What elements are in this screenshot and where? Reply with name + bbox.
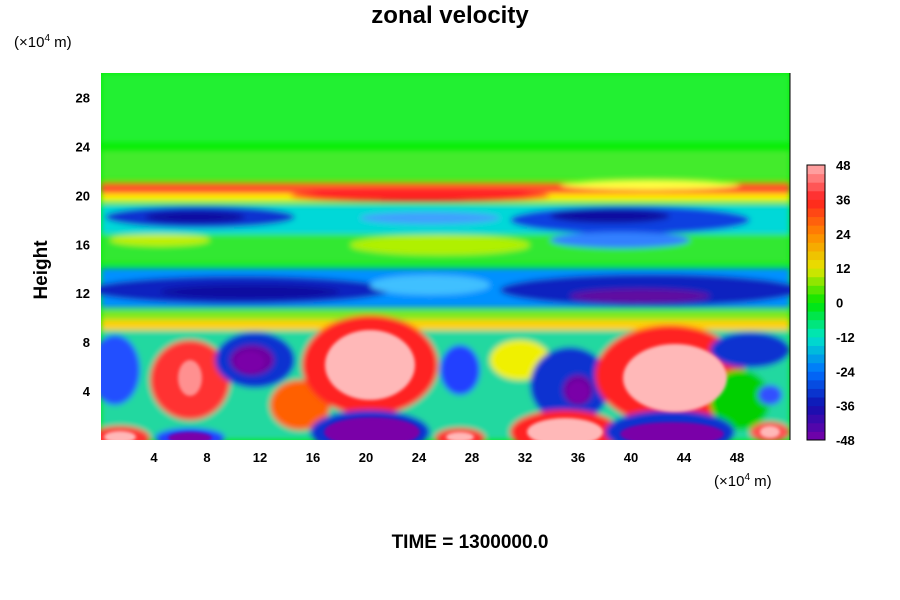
colorbar-bin [807,190,825,200]
colorbar-bin [807,173,825,183]
x-tick-label: 36 [571,450,585,465]
y-tick-label: 4 [83,384,91,399]
colorbar-bin [807,345,825,355]
x-tick-label: 12 [253,450,267,465]
colorbar-bin [807,379,825,389]
colorbar-bin [807,336,825,346]
x-ticks: 4 8 12 16 20 24 28 32 36 40 44 48 [150,450,744,465]
colorbar-bin [807,311,825,321]
x-unit-label: (×104 m) [714,472,772,490]
colorbar-bin [807,242,825,252]
colorbar-bin [807,354,825,364]
x-tick-label: 28 [465,450,479,465]
colorbar-bin [807,216,825,226]
colorbar-bin [807,371,825,381]
y-tick-label: 12 [76,286,90,301]
x-tick-label: 8 [203,450,210,465]
y-tick-label: 8 [83,335,90,350]
x-tick-label: 40 [624,450,638,465]
colorbar-bin [807,268,825,278]
colorbar-bin [807,319,825,329]
time-label: TIME = 1300000.0 [391,532,549,553]
colorbar-bin [807,285,825,295]
colorbar-bin [807,302,825,312]
x-tick-label: 44 [677,450,692,465]
colorbar-tick-label: 24 [836,227,851,242]
y-tick-label: 20 [76,188,90,203]
y-ticks: 4 8 12 16 20 24 28 [76,90,91,399]
colorbar-bin [807,199,825,209]
x-tick-label: 16 [306,450,320,465]
colorbar-bin [807,328,825,338]
colorbar-bin [807,397,825,407]
colorbar-tick-label: -24 [836,364,856,379]
colorbar-bin [807,225,825,235]
chart-title: zonal velocity [371,2,529,29]
colorbar-bin [807,414,825,424]
colorbar [806,164,826,441]
colorbar-bin [807,405,825,415]
velocity-field [101,73,790,440]
y-tick-label: 16 [76,237,90,252]
y-tick-label: 28 [76,90,90,105]
x-tick-label: 4 [150,450,158,465]
colorbar-tick-label: 0 [836,296,843,311]
colorbar-tick-label: -36 [836,399,855,414]
colorbar-bin [807,422,825,432]
colorbar-bin [807,207,825,218]
colorbar-bin [807,388,825,398]
x-tick-label: 48 [730,450,744,465]
y-unit-label: (×104 m) [14,33,72,51]
colorbar-bin [807,165,825,175]
colorbar-frame [806,164,826,441]
colorbar-bin [807,362,825,372]
x-tick-label: 32 [518,450,532,465]
y-tick-label: 24 [76,139,91,154]
colorbar-tick-label: -12 [836,330,855,345]
colorbar-bin [807,233,825,243]
colorbar-bin [807,293,825,303]
colorbar-tick-label: 36 [836,192,850,207]
colorbar-tick-label: -48 [836,433,855,448]
colorbar-tick-label: 12 [836,261,850,276]
colorbar-bin [807,182,825,192]
x-tick-label: 20 [359,450,373,465]
colorbar-bin [807,250,825,261]
colorbar-tick-label: 48 [836,158,850,173]
colorbar-bin [807,431,825,441]
x-tick-label: 24 [412,450,427,465]
colorbar-bin [807,259,825,269]
colorbar-bin [807,276,825,286]
colorbar-ticks: 48 36 24 12 0 -12 -24 -36 -48 [836,158,856,448]
